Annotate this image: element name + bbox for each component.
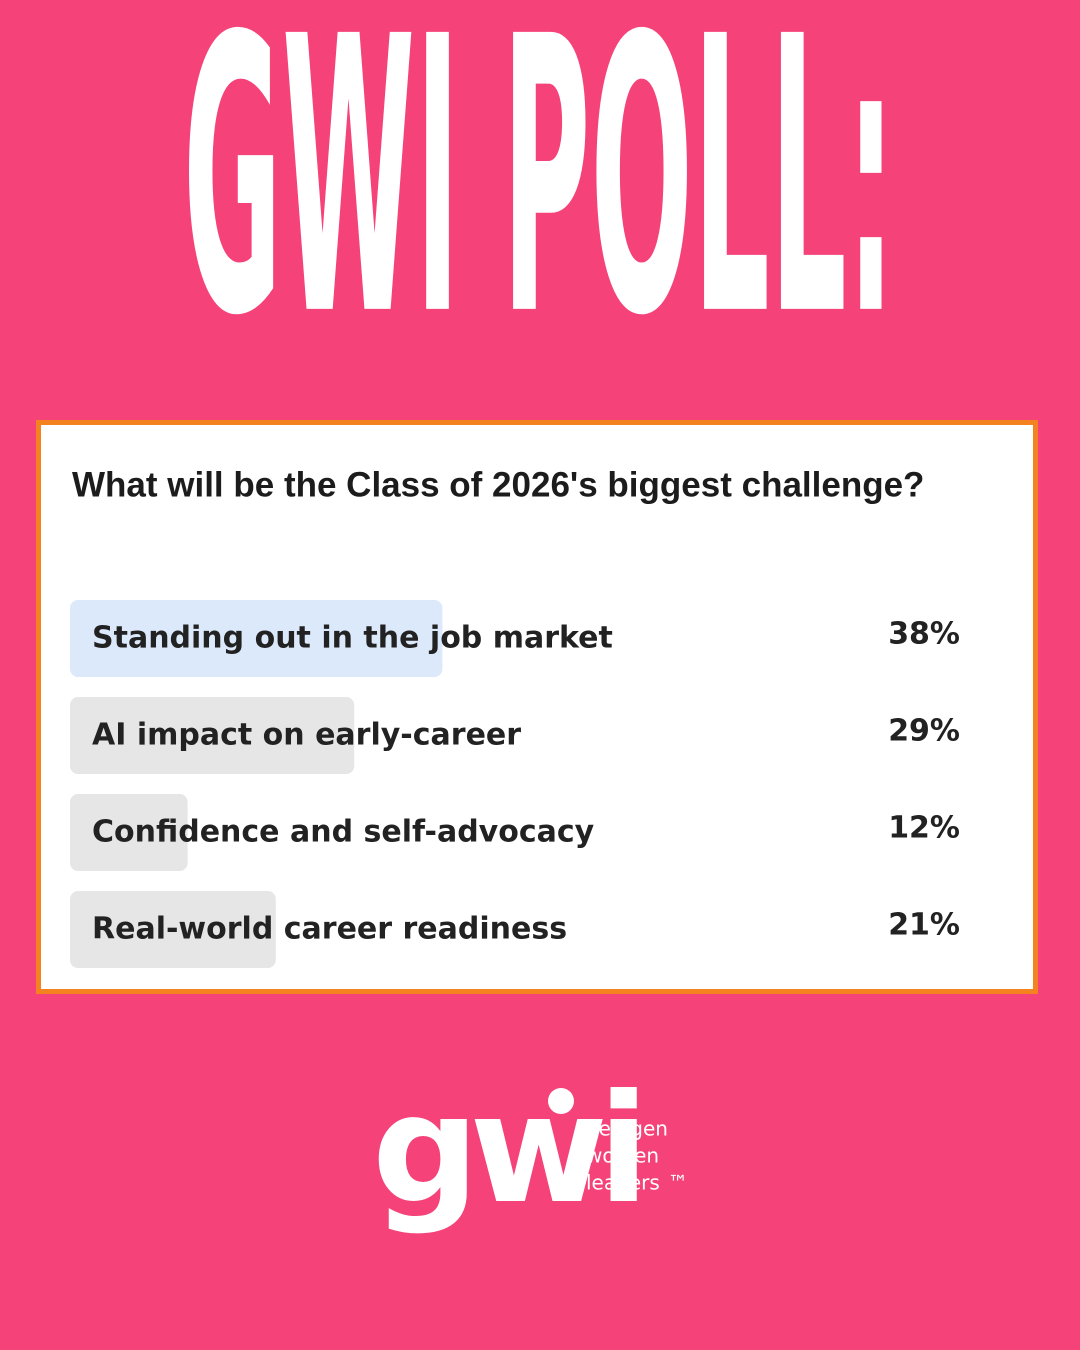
poll-question: What will be the Class of 2026's biggest… xyxy=(72,465,924,504)
logo-dot xyxy=(548,1088,574,1114)
option-percent: 12% xyxy=(888,811,960,846)
option-label: Real-world career readiness xyxy=(92,912,567,947)
logo-trademark: ™ xyxy=(668,1171,688,1195)
option-bar xyxy=(70,600,443,677)
option-label: Standing out in the job market xyxy=(92,621,613,656)
logo-mark: gwi xyxy=(372,1063,639,1237)
option-label: AI impact on early-career xyxy=(92,718,521,753)
logo-tagline: women xyxy=(586,1144,659,1168)
page-title: GWI POLL: xyxy=(183,0,895,399)
poll-options: Standing out in the job market 38% AI impa… xyxy=(70,600,960,968)
logo-tagline: leaders xyxy=(586,1171,660,1195)
option-percent: 29% xyxy=(888,714,960,749)
option-bar xyxy=(70,891,276,968)
option-bar xyxy=(70,697,355,774)
logo-tagline: nextgen xyxy=(586,1117,668,1141)
option-percent: 21% xyxy=(888,908,960,943)
option-bar xyxy=(70,794,188,871)
option-label: Confidence and self-advocacy xyxy=(92,815,595,850)
option-percent: 38% xyxy=(888,617,960,652)
